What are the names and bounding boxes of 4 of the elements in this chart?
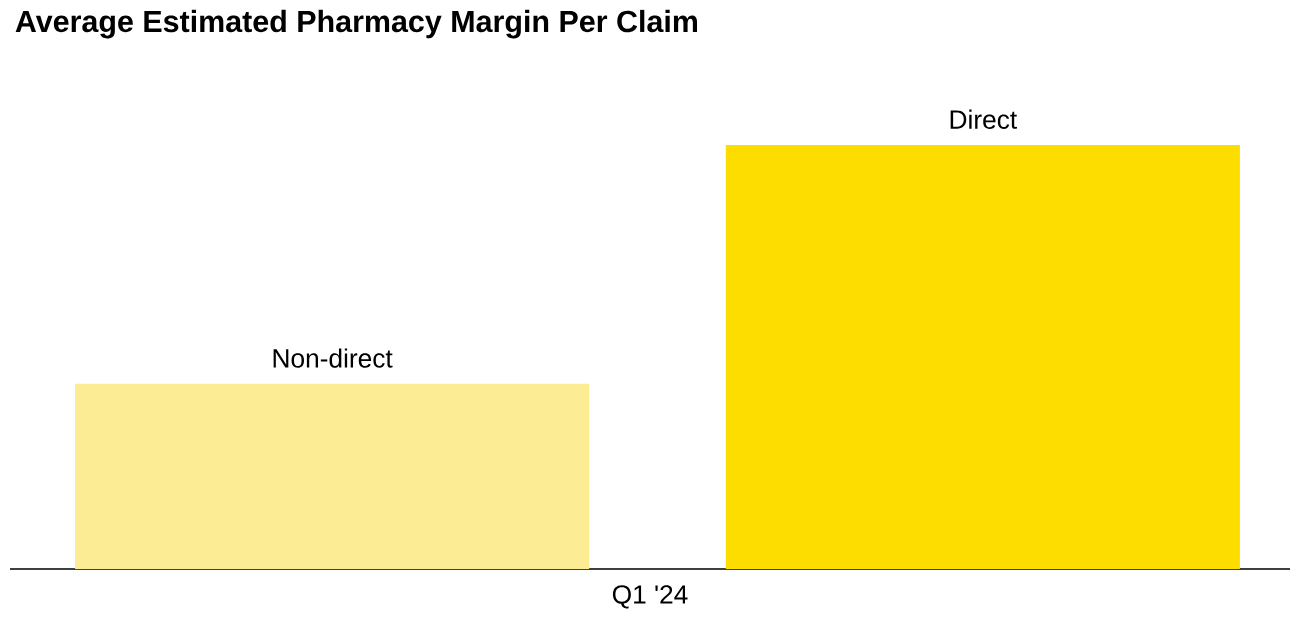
chart-title: Average Estimated Pharmacy Margin Per Claim bbox=[15, 9, 698, 39]
x-tick-label: Non-direct bbox=[273, 348, 393, 368]
x-axis-title: Q1 '24 bbox=[612, 585, 688, 609]
x-tick-label: Direct bbox=[950, 109, 1017, 129]
